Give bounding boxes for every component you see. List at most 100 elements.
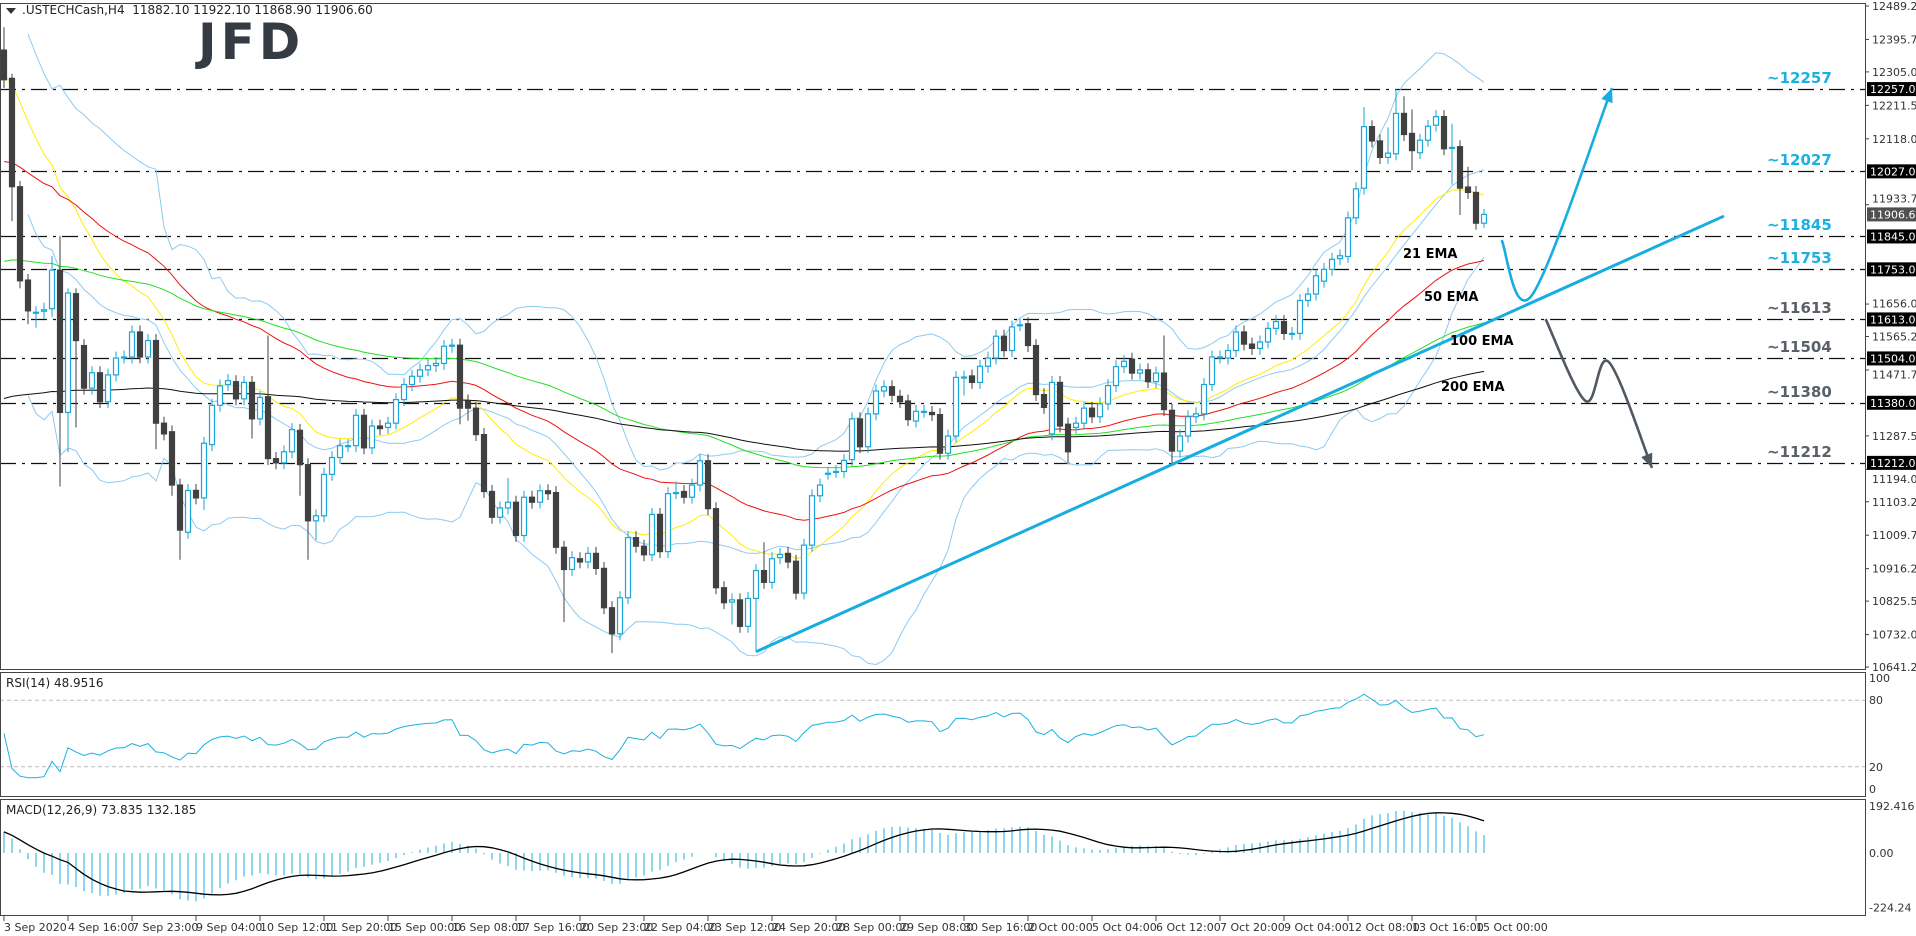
candle[interactable] xyxy=(648,507,656,562)
candle[interactable] xyxy=(1424,119,1432,147)
candle[interactable] xyxy=(1048,375,1056,441)
candle[interactable] xyxy=(48,256,56,317)
candle[interactable] xyxy=(920,404,928,418)
candle[interactable] xyxy=(264,335,272,466)
candle[interactable] xyxy=(1384,127,1392,164)
candle[interactable] xyxy=(1152,366,1160,389)
candle[interactable] xyxy=(1392,89,1400,161)
candle[interactable] xyxy=(472,401,480,442)
candle[interactable] xyxy=(1,27,8,89)
candle[interactable] xyxy=(1160,335,1168,417)
candle[interactable] xyxy=(288,423,296,459)
candle[interactable] xyxy=(1352,182,1360,225)
candle[interactable] xyxy=(1296,294,1304,340)
candle[interactable] xyxy=(1104,379,1112,411)
candle[interactable] xyxy=(1264,321,1272,349)
candle[interactable] xyxy=(1168,403,1176,463)
candle[interactable] xyxy=(1040,388,1048,414)
candle[interactable] xyxy=(768,552,776,589)
candle[interactable] xyxy=(200,436,208,511)
candle[interactable] xyxy=(528,490,536,509)
candle[interactable] xyxy=(712,502,720,595)
candle[interactable] xyxy=(936,408,944,460)
candle[interactable] xyxy=(192,483,200,505)
candle[interactable] xyxy=(560,540,568,623)
candle[interactable] xyxy=(216,379,224,412)
candle[interactable] xyxy=(1440,110,1448,156)
candle[interactable] xyxy=(24,274,32,325)
candle[interactable] xyxy=(608,601,616,654)
candle[interactable] xyxy=(928,405,936,422)
candle[interactable] xyxy=(1344,211,1352,263)
candle[interactable] xyxy=(1472,186,1480,230)
candle[interactable] xyxy=(1368,120,1376,148)
candle[interactable] xyxy=(160,416,168,441)
candle[interactable] xyxy=(1416,133,1424,160)
candle[interactable] xyxy=(992,329,1000,365)
candle[interactable] xyxy=(456,338,464,425)
candle[interactable] xyxy=(1120,354,1128,374)
candle[interactable] xyxy=(1144,363,1152,389)
candle[interactable] xyxy=(360,408,368,455)
candle[interactable] xyxy=(944,429,952,460)
candle[interactable] xyxy=(1360,106,1368,195)
candle[interactable] xyxy=(136,325,144,364)
candle[interactable] xyxy=(1072,416,1080,434)
candle[interactable] xyxy=(368,419,376,455)
candle[interactable] xyxy=(152,334,160,450)
candle[interactable] xyxy=(1224,344,1232,365)
candle[interactable] xyxy=(1112,360,1120,393)
candle[interactable] xyxy=(312,509,320,541)
candle[interactable] xyxy=(424,359,432,377)
candle[interactable] xyxy=(1464,166,1472,199)
candle[interactable] xyxy=(56,236,64,487)
candle[interactable] xyxy=(1320,262,1328,288)
candle[interactable] xyxy=(1288,326,1296,340)
candle[interactable] xyxy=(224,374,232,391)
candle[interactable] xyxy=(64,288,72,453)
candle[interactable] xyxy=(8,73,16,222)
candle[interactable] xyxy=(168,425,176,496)
candle[interactable] xyxy=(776,548,784,565)
candle[interactable] xyxy=(256,390,264,426)
candle[interactable] xyxy=(128,325,136,364)
candle[interactable] xyxy=(984,351,992,373)
candle[interactable] xyxy=(1192,407,1200,424)
candle[interactable] xyxy=(464,394,472,421)
candle[interactable] xyxy=(632,531,640,553)
candle[interactable] xyxy=(408,369,416,391)
candle[interactable] xyxy=(1272,315,1280,335)
candle[interactable] xyxy=(1016,318,1024,332)
candle[interactable] xyxy=(1088,401,1096,424)
candle[interactable] xyxy=(1408,109,1416,171)
candle[interactable] xyxy=(640,539,648,562)
candle[interactable] xyxy=(896,389,904,409)
candle[interactable] xyxy=(1000,329,1008,357)
candle[interactable] xyxy=(1336,249,1344,266)
candle[interactable] xyxy=(176,478,184,560)
candle[interactable] xyxy=(384,416,392,434)
candle[interactable] xyxy=(88,366,96,395)
candle[interactable] xyxy=(1256,335,1264,355)
candle[interactable] xyxy=(1312,269,1320,301)
candle[interactable] xyxy=(208,398,216,452)
candle[interactable] xyxy=(72,288,80,428)
candle[interactable] xyxy=(504,477,512,515)
candle[interactable] xyxy=(1304,287,1312,307)
candle[interactable] xyxy=(1064,417,1072,463)
candle[interactable] xyxy=(112,351,120,382)
candle[interactable] xyxy=(816,478,824,503)
candle[interactable] xyxy=(400,378,408,406)
candle[interactable] xyxy=(1400,96,1408,141)
candle[interactable] xyxy=(792,554,800,600)
candle[interactable] xyxy=(496,501,504,524)
candle[interactable] xyxy=(480,428,488,498)
candle[interactable] xyxy=(344,439,352,453)
candle[interactable] xyxy=(352,408,360,453)
candle[interactable] xyxy=(568,551,576,576)
candle[interactable] xyxy=(872,384,880,421)
candle[interactable] xyxy=(840,453,848,478)
candle[interactable] xyxy=(800,538,808,600)
candle[interactable] xyxy=(1280,315,1288,340)
candle[interactable] xyxy=(624,531,632,605)
